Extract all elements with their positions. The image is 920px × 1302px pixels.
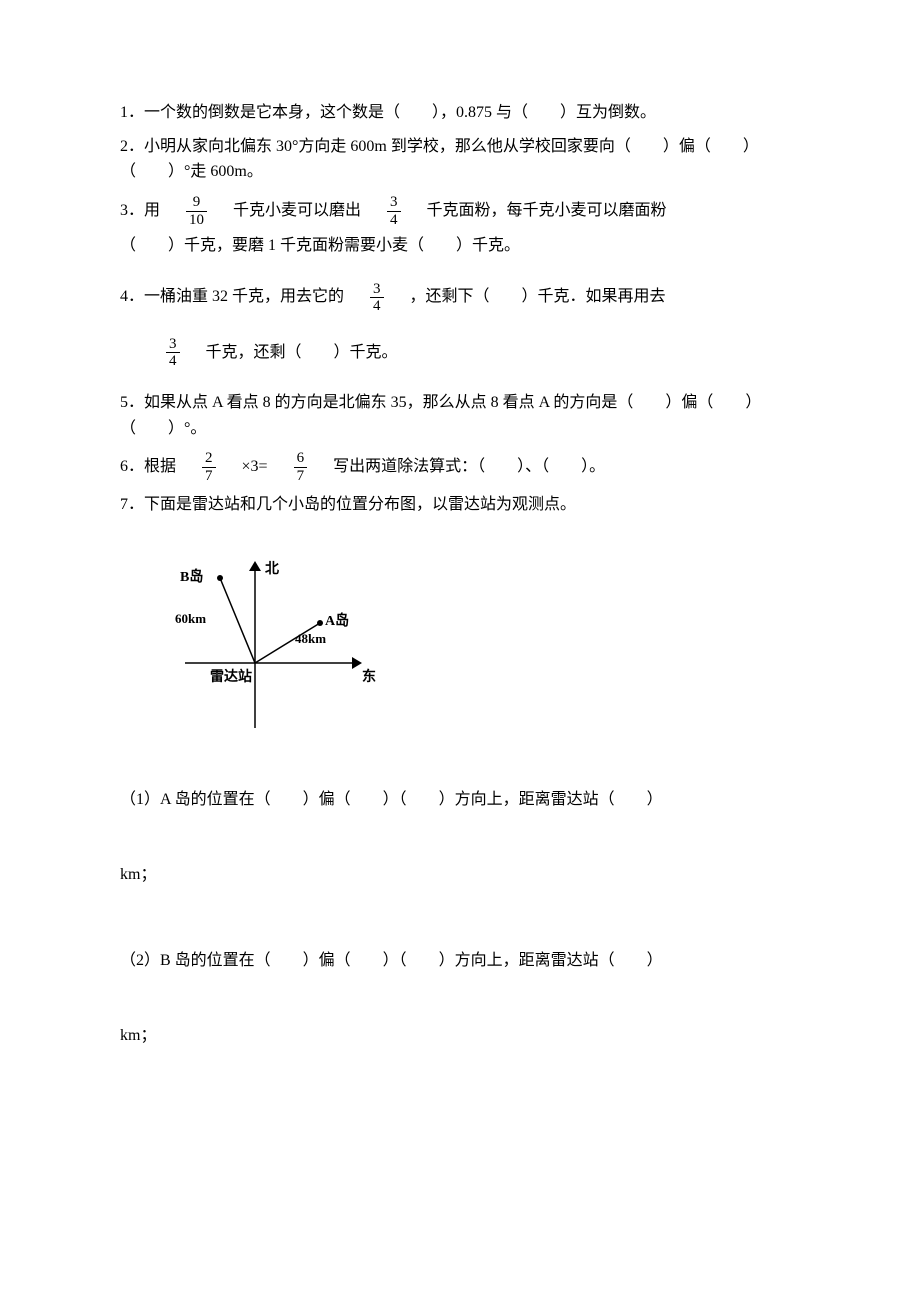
question-7-sub1: （1）A 岛的位置在（ ）偏（ ）（ ）方向上，距离雷达站（ ） km； <box>120 787 800 888</box>
q7-sub2-unit: km； <box>120 1023 800 1049</box>
svg-text:雷达站: 雷达站 <box>210 668 252 685</box>
q5-text: 5．如果从点 A 看点 8 的方向是北偏东 35，那么从点 8 看点 A 的方向… <box>120 394 761 437</box>
q3-line2: （ ）千克，要磨 1 千克面粉需要小麦（ ）千克。 <box>120 228 800 263</box>
q1-text: 1．一个数的倒数是它本身，这个数是（ ），0.875 与（ ）互为倒数。 <box>120 104 656 121</box>
q2-text: 2．小明从家向北偏东 30°方向走 600m 到学校，那么他从学校回家要向（ ）… <box>120 138 759 181</box>
question-3: 3．用 9 10 千克小麦可以磨出 3 4 千克面粉，每千克小麦可以磨面粉 （ … <box>120 193 800 264</box>
question-7: 7．下面是雷达站和几个小岛的位置分布图，以雷达站为观测点。 <box>120 492 800 518</box>
question-1: 1．一个数的倒数是它本身，这个数是（ ），0.875 与（ ）互为倒数。 <box>120 100 800 126</box>
q7-sub2-text: （2）B 岛的位置在（ ）偏（ ）（ ）方向上，距离雷达站（ ） <box>120 948 800 974</box>
radar-diagram: 北东 雷达站 A岛 48km B岛 60km <box>150 548 800 747</box>
q7-intro: 7．下面是雷达站和几个小岛的位置分布图，以雷达站为观测点。 <box>120 496 576 513</box>
q7-sub1-text: （1）A 岛的位置在（ ）偏（ ）（ ）方向上，距离雷达站（ ） <box>120 787 800 813</box>
svg-text:东: 东 <box>362 668 376 685</box>
q6-suffix: 写出两道除法算式：（ ）、（ ）。 <box>317 458 605 475</box>
fraction-3-4: 3 4 <box>387 194 401 228</box>
question-4: 4．一桶油重 32 千克，用去它的 3 4 ，还剩下（ ）千克．如果再用去 3 … <box>120 279 800 370</box>
question-7-sub2: （2）B 岛的位置在（ ）偏（ ）（ ）方向上，距离雷达站（ ） km； <box>120 948 800 1049</box>
question-6: 6．根据 2 7 ×3= 6 7 写出两道除法算式：（ ）、（ ）。 <box>120 449 800 484</box>
q4-prefix: 4．一桶油重 32 千克，用去它的 <box>120 288 360 305</box>
q4-suffix1: ，还剩下（ ）千克．如果再用去 <box>394 288 666 305</box>
svg-text:B岛: B岛 <box>180 568 203 585</box>
fraction-3-4-b: 3 4 <box>166 336 180 370</box>
q3-mid1: 千克小麦可以磨出 <box>217 202 377 219</box>
q7-sub1-unit: km； <box>120 862 800 888</box>
fraction-2-7: 2 7 <box>202 450 216 484</box>
svg-text:60km: 60km <box>175 611 206 626</box>
question-5: 5．如果从点 A 看点 8 的方向是北偏东 35，那么从点 8 看点 A 的方向… <box>120 390 800 441</box>
fraction-6-7: 6 7 <box>294 450 308 484</box>
q3-suffix1: 千克面粉，每千克小麦可以磨面粉 <box>411 202 667 219</box>
q3-prefix: 3．用 <box>120 202 176 219</box>
fraction-9-10: 9 10 <box>186 194 207 228</box>
q4-suffix2: 千克，还剩（ ）千克。 <box>190 344 398 361</box>
q6-prefix: 6．根据 <box>120 458 192 475</box>
fraction-3-4-a: 3 4 <box>370 281 384 315</box>
svg-text:48km: 48km <box>295 631 326 646</box>
svg-text:A岛: A岛 <box>325 612 349 629</box>
radar-svg: 北东 雷达站 A岛 48km B岛 60km <box>150 548 380 738</box>
q6-mid: ×3= <box>226 458 284 475</box>
svg-text:北: 北 <box>265 561 279 577</box>
question-2: 2．小明从家向北偏东 30°方向走 600m 到学校，那么他从学校回家要向（ ）… <box>120 134 800 185</box>
